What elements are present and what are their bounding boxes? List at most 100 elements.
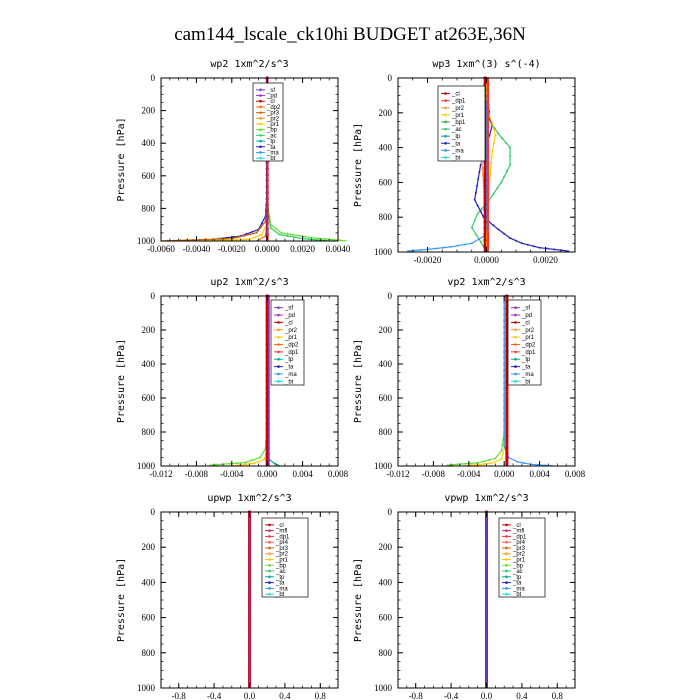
legend-label: _cl [284,320,293,326]
series-marker-ta [538,246,541,249]
legend-swatch-marker [505,546,508,550]
series-marker-ac [500,181,503,184]
series-marker-sf [485,656,488,659]
legend-label: _dp2 [284,343,299,349]
series-line-ma [406,78,488,252]
series-marker-cl [483,166,487,170]
x-tick-label: -0.0020 [218,244,246,254]
series-group [209,294,281,467]
series-marker-bp [324,238,327,240]
series-marker-ta [546,247,548,250]
x-tick-label: -0.4 [444,691,459,700]
legend-label: _tp [266,139,276,145]
series-marker-sf [248,523,251,526]
panel-title: up2 1xm^2/s^3 [210,277,288,288]
series-marker-ta [476,204,479,207]
legend-swatch-marker [505,563,508,567]
series-marker-ac [497,132,500,135]
series-marker-cl [505,391,509,395]
x-tick-label: 0.000 [257,469,278,479]
series-marker-ac [286,234,289,237]
legend-label: _pr4 [275,540,289,546]
series-marker-pr1 [494,134,497,137]
series-marker-dp1 [487,161,489,163]
series-marker-cl [265,415,269,419]
series-marker-sf [248,662,251,665]
plot-frame [160,77,339,242]
series-marker-sf [266,185,269,188]
legend-label: _pd [521,313,532,319]
series-marker-cl [505,421,509,426]
series-marker-pr1 [492,142,495,145]
series-marker-ma [503,382,506,385]
series-marker-dp1 [487,185,489,187]
series-marker-cl [265,434,269,438]
legend-label: _bp1 [451,120,466,126]
series-marker-ac [314,238,317,241]
legend-label: _ma [284,372,297,378]
series-marker-pr3 [224,237,227,240]
series-marker-cl [505,428,509,432]
series-marker-sf [485,529,488,532]
series-marker-cl [483,244,487,248]
series-marker-cl [265,397,269,401]
y-tick-label: 600 [379,177,393,187]
legend-label: _tp [512,575,522,581]
y-tick-label: 800 [142,427,156,437]
y-tick-label: 400 [379,143,393,153]
legend-label: _bp [512,563,524,569]
series-marker-pd [268,355,270,358]
legend-label: _pr3 [512,546,526,552]
series-marker-bp [500,449,503,452]
series-marker-bp [259,456,262,459]
series-marker-pr3 [243,234,246,237]
legend-swatch-marker [444,99,447,102]
series-marker-bp [494,457,497,460]
y-axis-label: Pressure [hPa] [353,339,364,423]
legend-label: _dp1 [512,534,527,540]
x-tick-label: 0.000 [494,469,515,479]
x-tick-label: 0.4 [516,691,528,700]
series-marker-cl [483,202,487,206]
legend-label: _dp1 [521,350,536,356]
x-tick-label: 0.0000 [474,255,499,265]
series-marker-pd [268,367,270,370]
series-marker-cl [265,343,269,347]
series-marker-sf [248,565,251,568]
series-marker-bp [317,237,320,240]
series-marker-ac [293,236,296,239]
series-marker-sf [485,674,488,677]
legend-swatch-marker [277,380,280,383]
series-marker-cl [483,208,487,212]
series-marker-pr1 [500,458,503,461]
series-marker-pd [268,337,270,340]
series-marker-dp1 [487,83,489,85]
series-marker-sf [248,632,251,635]
legend-label: _bt [521,379,531,385]
series-marker-ta [245,232,248,235]
legend-label: _bt [275,592,285,598]
series-marker-ma [412,249,415,252]
series-marker-sf [485,565,488,568]
series-marker-dp1 [487,95,489,97]
series-marker-bp [222,463,225,466]
series-group [446,294,553,467]
series-marker-sf [485,602,488,604]
legend-swatch-marker [259,128,262,131]
series-marker-pr3 [249,233,252,236]
series-marker-ac [308,238,311,241]
legend-swatch-marker [268,523,271,527]
series-marker-ma [503,401,506,403]
series-marker-cl [265,330,269,334]
series-marker-cl [265,446,269,450]
series-marker-ta [492,224,495,227]
legend-swatch-marker [514,313,517,317]
series-marker-ta [232,235,235,238]
series-marker-sf [248,541,251,544]
y-tick-label: 200 [379,108,393,118]
legend-label: _sf [266,88,275,94]
series-marker-bp [275,227,278,230]
series-marker-sf [248,583,251,586]
series-marker-pr1 [252,462,255,465]
series-marker-cl [265,379,269,383]
